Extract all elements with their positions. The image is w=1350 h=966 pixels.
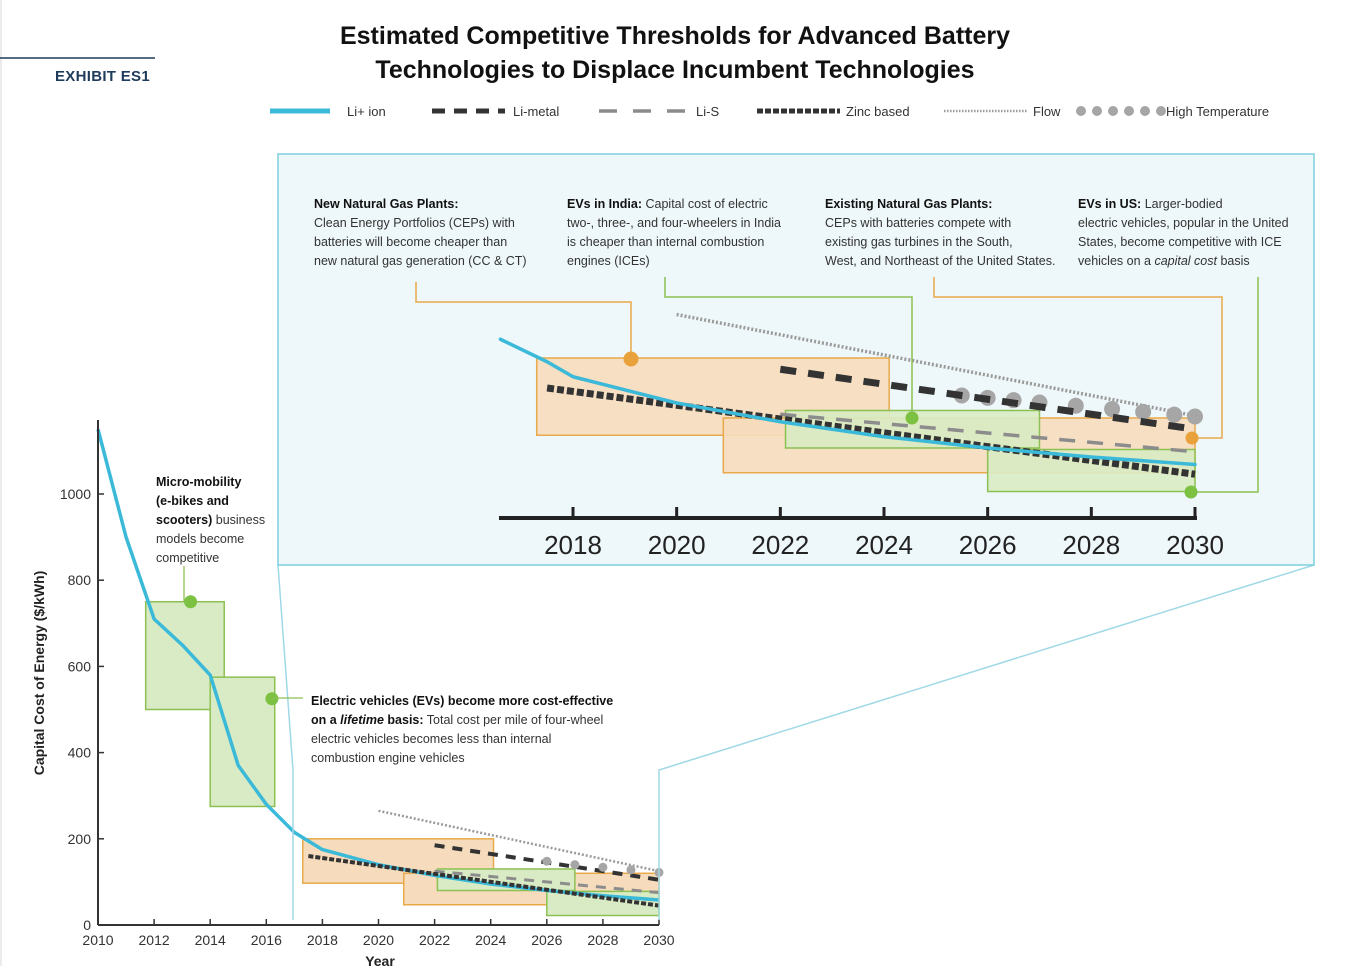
inset-axis: 2018 2020 2022 2024 2026 2028 2030 bbox=[499, 507, 1224, 560]
inset-series-zinc bbox=[546, 384, 1196, 478]
legend-label-li_ion: Li+ ion bbox=[347, 104, 386, 119]
annotation-evs-india: EVs in India: Capital cost of electric t… bbox=[567, 197, 784, 268]
chart-title-line1: Estimated Competitive Thresholds for Adv… bbox=[340, 22, 1010, 50]
exhibit-label: EXHIBIT ES1 bbox=[55, 68, 150, 85]
inset-point-high-temperature bbox=[1135, 403, 1152, 420]
main-series bbox=[96, 428, 664, 908]
chart-title-line2: Technologies to Displace Incumbent Techn… bbox=[375, 56, 974, 84]
inset-dot-ev-india bbox=[905, 411, 919, 425]
x-tick-label: 2018 bbox=[307, 932, 338, 948]
y-tick-label: 600 bbox=[68, 658, 92, 674]
main-point-high-temperature bbox=[598, 862, 608, 872]
inset-series bbox=[498, 312, 1203, 478]
legend-label-li_metal: Li-metal bbox=[513, 104, 559, 119]
legend-label-zinc: Zinc based bbox=[846, 104, 910, 119]
y-tick-label: 400 bbox=[68, 745, 92, 761]
legend-swatch-high-temperature bbox=[1108, 106, 1118, 116]
legend-swatch-high-temperature bbox=[1140, 106, 1150, 116]
legend-swatch-high-temperature bbox=[1156, 106, 1166, 116]
main-threshold-dots bbox=[184, 595, 279, 706]
legend-label-flow: Flow bbox=[1033, 104, 1061, 119]
main-axes: 2010 2012 2014 2016 2018 2020 2022 2024 2026 2028… bbox=[31, 420, 675, 966]
callout-ev-india bbox=[664, 277, 913, 418]
inset-dot-new-ngp bbox=[623, 351, 639, 367]
legend-swatch-high-temperature bbox=[1092, 106, 1102, 116]
annotation-micro-mobility: Micro-mobility (e-bikes and scooters) bu… bbox=[156, 475, 269, 565]
inset-tick-label: 2020 bbox=[648, 530, 706, 560]
annotation-existing-natural-gas: Existing Natural Gas Plants: CEPs with b… bbox=[825, 197, 1055, 268]
inset-point-high-temperature bbox=[1187, 408, 1203, 425]
annotation-evs-us: EVs in US: Larger-bodied electric vehicl… bbox=[1078, 197, 1292, 268]
callout-existing-ngp bbox=[933, 277, 1223, 439]
x-tick-label: 2024 bbox=[475, 932, 506, 948]
main-point-high-temperature bbox=[626, 865, 636, 875]
x-tick-label: 2016 bbox=[251, 932, 282, 948]
legend-label-hightemp: High Temperature bbox=[1166, 104, 1269, 119]
main-point-high-temperature bbox=[570, 860, 580, 870]
callout-ev-us bbox=[1193, 277, 1259, 493]
main-box-ev-lifetime bbox=[209, 676, 276, 808]
inset-point-high-temperature bbox=[1166, 406, 1183, 423]
legend-swatch-high-temperature bbox=[1124, 106, 1134, 116]
legend: Li+ ion Li-metal Li-S Zinc based Flow High Te… bbox=[270, 104, 1269, 119]
inset-tick-label: 2024 bbox=[855, 530, 913, 560]
y-axis-label: Capital Cost of Energy ($/kWh) bbox=[31, 571, 47, 776]
inset-series-li_s bbox=[780, 412, 1196, 454]
inset-series-li_metal bbox=[779, 365, 1196, 433]
main-point-high-temperature bbox=[542, 856, 552, 866]
inset-dot-existing-ngp bbox=[1185, 431, 1199, 445]
y-tick-label: 800 bbox=[68, 572, 92, 588]
x-tick-label: 2012 bbox=[139, 932, 170, 948]
inset-tick-label: 2018 bbox=[544, 530, 602, 560]
inset-threshold-dots bbox=[623, 351, 1199, 499]
y-tick-label: 1000 bbox=[60, 486, 91, 502]
callout-new-ngp bbox=[415, 282, 632, 359]
annotation-ev-lifetime: Electric vehicles (EVs) become more cost… bbox=[311, 694, 617, 765]
inset-series-flow bbox=[676, 312, 1196, 418]
x-tick-label: 2028 bbox=[587, 932, 618, 948]
inset-tick-label: 2028 bbox=[1062, 530, 1120, 560]
x-tick-label: 2010 bbox=[82, 932, 113, 948]
inset-series-li_ion bbox=[498, 337, 1197, 467]
y-tick-label: 0 bbox=[83, 917, 91, 933]
zoom-connector-right bbox=[658, 564, 1315, 920]
inset-callout-lines bbox=[415, 277, 1259, 493]
x-tick-label: 2014 bbox=[195, 932, 226, 948]
inset-point-high-temperature bbox=[1104, 401, 1121, 418]
x-tick-label: 2026 bbox=[531, 932, 562, 948]
inset-tick-label: 2030 bbox=[1166, 530, 1224, 560]
zoom-connector-left bbox=[277, 564, 294, 920]
main-series-li_ion bbox=[96, 428, 660, 902]
main-series-li_s bbox=[434, 869, 660, 895]
x-tick-label: 2022 bbox=[419, 932, 450, 948]
legend-label-li_s: Li-S bbox=[696, 104, 719, 119]
inset-dot-ev-us bbox=[1184, 485, 1198, 499]
x-tick-label: 2030 bbox=[643, 932, 674, 948]
annotation-new-natural-gas: New Natural Gas Plants: Clean Energy Por… bbox=[314, 197, 527, 268]
main-series-zinc bbox=[308, 854, 660, 908]
main-dot-ev-lifetime bbox=[265, 692, 279, 706]
inset-tick-label: 2022 bbox=[751, 530, 809, 560]
main-dot-micro-mobility bbox=[184, 595, 198, 609]
x-axis-label: Year bbox=[365, 953, 395, 966]
x-tick-label: 2020 bbox=[363, 932, 394, 948]
legend-swatch-high-temperature bbox=[1076, 106, 1086, 116]
y-tick-label: 200 bbox=[68, 831, 92, 847]
inset-tick-label: 2026 bbox=[959, 530, 1017, 560]
